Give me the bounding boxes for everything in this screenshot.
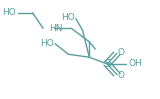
Text: HO: HO [40, 39, 54, 48]
Text: HO: HO [3, 8, 16, 17]
Text: OH: OH [128, 59, 142, 68]
Text: O: O [118, 71, 125, 80]
Text: O: O [118, 48, 125, 57]
Text: HO: HO [61, 13, 74, 22]
Text: S: S [104, 59, 111, 69]
Text: HN: HN [49, 24, 63, 33]
